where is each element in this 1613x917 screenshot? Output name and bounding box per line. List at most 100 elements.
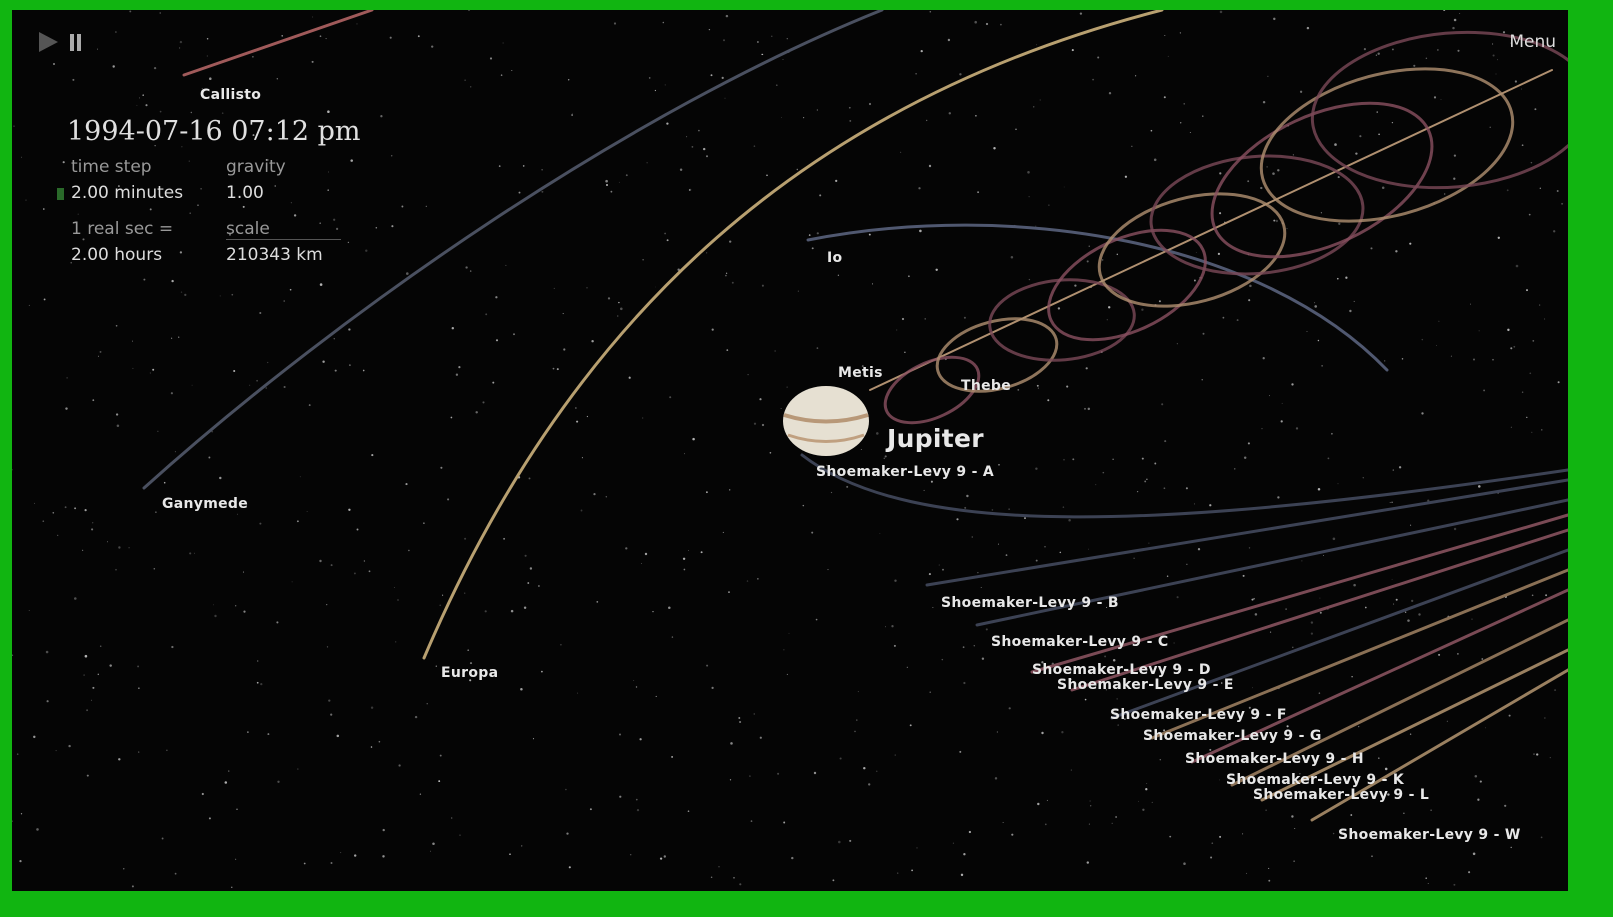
star bbox=[92, 522, 93, 523]
star bbox=[1137, 491, 1138, 492]
star bbox=[42, 520, 44, 522]
star bbox=[1145, 788, 1147, 790]
time-step-label: time step bbox=[71, 157, 152, 177]
star bbox=[297, 769, 298, 770]
star bbox=[391, 225, 393, 227]
star bbox=[1318, 488, 1321, 491]
star bbox=[467, 649, 469, 651]
star bbox=[1376, 55, 1377, 56]
star bbox=[376, 227, 378, 229]
real-sec: 2.00 hours bbox=[71, 245, 162, 265]
star bbox=[1117, 698, 1118, 699]
star bbox=[1190, 132, 1191, 133]
star bbox=[1260, 187, 1262, 189]
star bbox=[1246, 873, 1247, 874]
star bbox=[1088, 549, 1089, 550]
star bbox=[247, 731, 248, 732]
star bbox=[490, 57, 492, 59]
star bbox=[655, 90, 656, 91]
star bbox=[992, 509, 994, 511]
pause-button[interactable] bbox=[70, 34, 74, 51]
star bbox=[776, 84, 778, 86]
star bbox=[726, 349, 728, 351]
star bbox=[184, 294, 186, 296]
star bbox=[291, 202, 292, 203]
star bbox=[787, 38, 788, 39]
star bbox=[703, 148, 705, 150]
star bbox=[1194, 280, 1196, 282]
star bbox=[854, 731, 856, 733]
star bbox=[257, 682, 259, 684]
star bbox=[981, 587, 982, 588]
star bbox=[1522, 391, 1523, 392]
star bbox=[154, 67, 156, 69]
star bbox=[82, 550, 83, 551]
star bbox=[897, 873, 898, 874]
star bbox=[65, 407, 67, 409]
star bbox=[1370, 247, 1372, 249]
star bbox=[1319, 598, 1320, 599]
menu-button[interactable]: Menu bbox=[1509, 32, 1556, 52]
star bbox=[1006, 554, 1008, 556]
star bbox=[863, 767, 865, 769]
star bbox=[726, 15, 728, 17]
star bbox=[1291, 815, 1293, 817]
star bbox=[231, 887, 232, 888]
star bbox=[243, 611, 245, 613]
star bbox=[1363, 477, 1364, 478]
body-label: Shoemaker-Levy 9 - L bbox=[1253, 787, 1429, 803]
star bbox=[1218, 253, 1220, 255]
star bbox=[692, 438, 695, 441]
star bbox=[1154, 159, 1157, 162]
star bbox=[964, 317, 966, 319]
gravity-label: gravity bbox=[226, 157, 286, 177]
star bbox=[485, 313, 487, 315]
time-step: 2.00 minutes bbox=[71, 183, 183, 203]
star bbox=[439, 604, 441, 606]
star bbox=[706, 155, 708, 157]
star bbox=[738, 717, 740, 719]
body-label: Callisto bbox=[200, 87, 261, 103]
star bbox=[525, 555, 527, 557]
star bbox=[92, 399, 94, 401]
star bbox=[781, 408, 782, 409]
star bbox=[1434, 96, 1436, 98]
star bbox=[1159, 300, 1161, 302]
star bbox=[568, 79, 569, 80]
star bbox=[1211, 842, 1213, 844]
star bbox=[219, 477, 221, 479]
star bbox=[208, 457, 210, 459]
star bbox=[1237, 319, 1239, 321]
star bbox=[1382, 187, 1385, 190]
star bbox=[503, 43, 504, 44]
pause-button[interactable] bbox=[77, 34, 81, 51]
star bbox=[1277, 169, 1279, 171]
star bbox=[916, 847, 917, 848]
star bbox=[876, 432, 879, 435]
star bbox=[1183, 862, 1186, 865]
star bbox=[1164, 487, 1166, 489]
play-button[interactable] bbox=[39, 32, 58, 52]
star bbox=[1437, 49, 1438, 50]
star bbox=[331, 862, 333, 864]
star bbox=[357, 529, 359, 531]
star bbox=[930, 11, 932, 13]
star bbox=[1253, 598, 1255, 600]
star bbox=[1164, 35, 1165, 36]
star bbox=[666, 122, 668, 124]
star bbox=[902, 318, 904, 320]
star bbox=[523, 165, 525, 167]
star bbox=[1490, 127, 1491, 128]
star bbox=[1068, 519, 1071, 522]
star bbox=[470, 270, 471, 271]
body-label: Shoemaker-Levy 9 - C bbox=[991, 634, 1168, 650]
star bbox=[1507, 189, 1509, 191]
star bbox=[783, 649, 784, 650]
star bbox=[633, 680, 634, 681]
star bbox=[259, 523, 261, 525]
star bbox=[243, 572, 244, 573]
star bbox=[1349, 310, 1351, 312]
star bbox=[1444, 193, 1445, 194]
star bbox=[723, 532, 724, 533]
star bbox=[655, 287, 656, 288]
